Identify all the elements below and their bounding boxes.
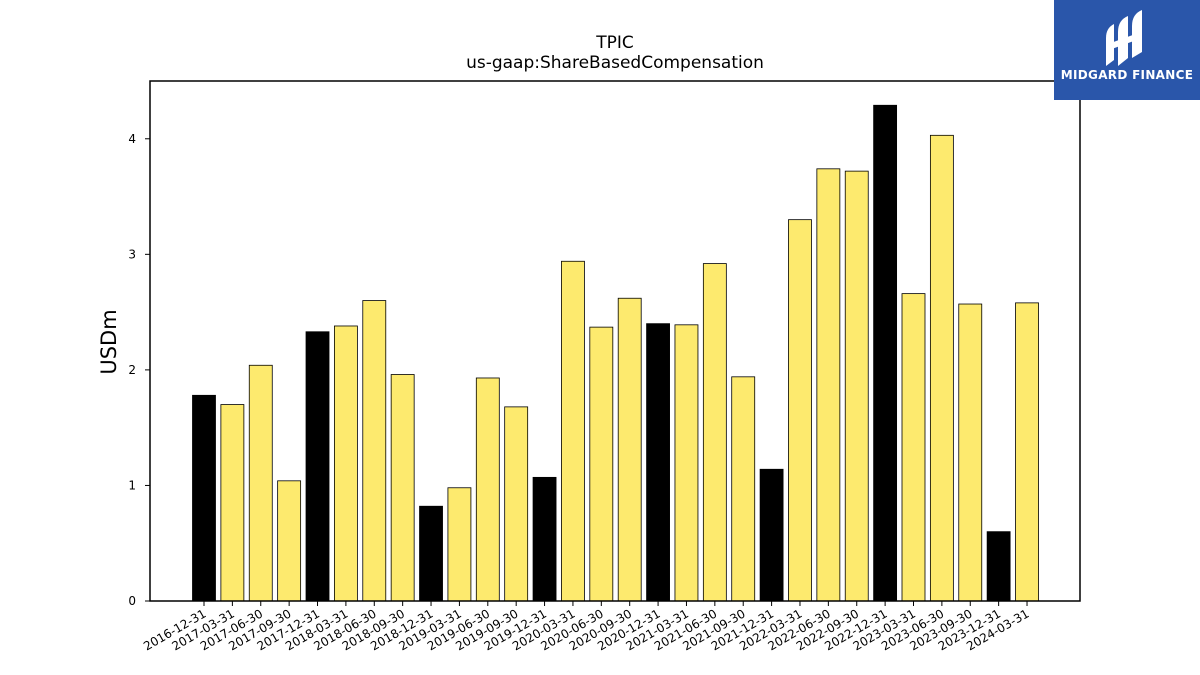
bar-2021-06-30 [702, 263, 727, 602]
y-tick-label: 2 [128, 363, 136, 377]
bar-2017-06-30 [248, 364, 273, 602]
bar-2022-06-30 [816, 168, 841, 602]
y-tick-label: 1 [128, 478, 136, 492]
chart-title: TPIC [595, 33, 634, 53]
bar-2019-12-31 [532, 476, 557, 602]
brand-name: MIDGARD FINANCE [1060, 68, 1194, 82]
bar-2020-09-30 [617, 297, 642, 602]
bar-2018-09-30 [390, 374, 415, 602]
bar-2023-12-31 [986, 531, 1011, 602]
bar-2021-09-30 [731, 376, 756, 602]
bar-2022-03-31 [788, 219, 812, 602]
y-tick-label: 0 [128, 594, 136, 608]
bar-2022-09-30 [844, 170, 869, 602]
bar-2023-06-30 [929, 134, 954, 602]
chart-subtitle: us-gaap:ShareBasedCompensation [466, 53, 764, 73]
x-ticks-group: 2016-12-312017-03-312017-06-302017-09-30… [141, 601, 1032, 653]
y-axis-label: USDm [97, 309, 121, 374]
bar-2018-06-30 [362, 300, 387, 602]
bar-2020-06-30 [589, 326, 614, 602]
bar-2017-09-30 [277, 480, 302, 602]
bar-2020-03-31 [561, 260, 585, 602]
bar-2024-03-31 [1015, 302, 1039, 602]
bar-2021-12-31 [759, 468, 784, 602]
y-tick-label: 4 [128, 132, 136, 146]
bar-2017-12-31 [305, 331, 330, 602]
y-ticks-group: 0 1 2 3 4 [128, 132, 150, 608]
y-tick-label: 3 [128, 247, 136, 261]
bar-2017-03-31 [220, 404, 245, 602]
bar-2019-03-31 [447, 487, 472, 602]
bar-2022-12-31 [873, 104, 898, 602]
bar-2019-09-30 [504, 406, 529, 602]
bar-2016-12-31 [192, 394, 216, 602]
bar-2018-03-31 [333, 325, 358, 602]
bar-2019-06-30 [475, 377, 500, 602]
bar-2018-12-31 [419, 505, 443, 602]
bar-2021-03-31 [674, 324, 699, 602]
plot-frame [149, 80, 1081, 602]
bar-2023-09-30 [958, 303, 983, 602]
bars-group [192, 104, 1039, 602]
bar-2023-03-31 [901, 293, 926, 602]
midgard-logo-icon [1106, 10, 1142, 66]
brand-logo: MIDGARD FINANCE [1054, 0, 1200, 100]
bar-2020-12-31 [646, 323, 670, 602]
